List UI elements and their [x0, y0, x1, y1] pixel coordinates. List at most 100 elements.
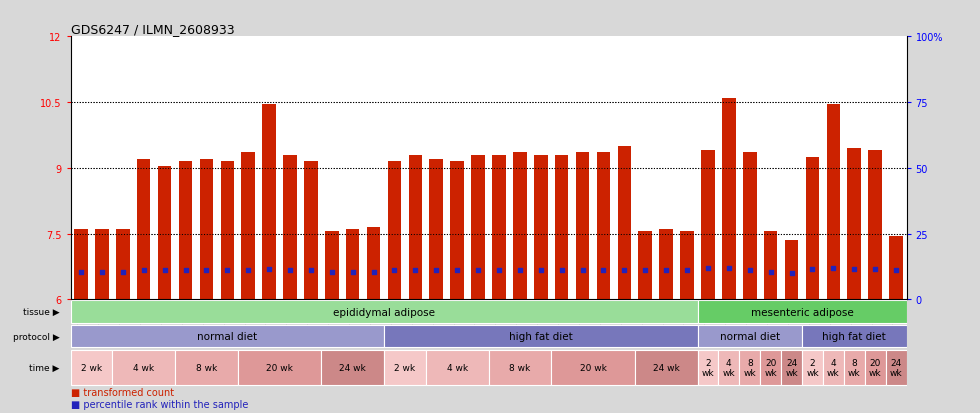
Bar [426, 350, 489, 385]
Point [282, 267, 298, 274]
Bar [534, 155, 548, 299]
Text: mesenteric adipose: mesenteric adipose [751, 307, 854, 317]
Point [408, 267, 423, 274]
Bar [346, 230, 360, 299]
Point [470, 267, 486, 274]
Bar [74, 230, 88, 299]
Point [199, 267, 215, 274]
Bar [367, 228, 380, 299]
Bar [551, 350, 635, 385]
Bar [220, 162, 234, 299]
Bar [886, 350, 907, 385]
Point [847, 266, 862, 273]
Bar [823, 350, 844, 385]
Bar [384, 350, 426, 385]
Text: 4 wk: 4 wk [133, 363, 154, 372]
Text: 4
wk: 4 wk [722, 358, 735, 377]
Point [888, 267, 904, 273]
Bar [826, 105, 840, 299]
Text: 8 wk: 8 wk [196, 363, 217, 372]
Bar [178, 162, 192, 299]
Bar [698, 301, 906, 323]
Point [324, 269, 340, 276]
Text: 2 wk: 2 wk [81, 363, 102, 372]
Point [512, 267, 527, 274]
Point [784, 270, 800, 276]
Text: 8 wk: 8 wk [510, 363, 530, 372]
Bar [781, 350, 802, 385]
Bar [889, 236, 903, 299]
Text: GDS6247 / ILMN_2608933: GDS6247 / ILMN_2608933 [71, 23, 234, 36]
Bar [760, 350, 781, 385]
Bar [639, 232, 652, 299]
Point [659, 267, 674, 273]
Text: 20 wk: 20 wk [267, 363, 293, 372]
Bar [263, 105, 276, 299]
Bar [71, 301, 698, 323]
Bar [241, 153, 255, 299]
Text: ■ percentile rank within the sample: ■ percentile rank within the sample [71, 399, 248, 409]
Text: 20
wk: 20 wk [764, 358, 777, 377]
Bar [555, 155, 568, 299]
Bar [304, 162, 318, 299]
Point [74, 269, 89, 276]
Bar [848, 149, 861, 299]
Text: 24 wk: 24 wk [653, 363, 679, 372]
Bar [137, 159, 151, 299]
Text: 20
wk: 20 wk [869, 358, 881, 377]
Bar [388, 162, 401, 299]
Text: 8
wk: 8 wk [848, 358, 860, 377]
Bar [597, 153, 611, 299]
Bar [95, 230, 109, 299]
Text: tissue ▶: tissue ▶ [24, 307, 60, 316]
Point [867, 266, 883, 273]
Bar [617, 147, 631, 299]
Bar [868, 151, 882, 299]
Bar [844, 350, 864, 385]
Bar [763, 232, 777, 299]
Text: protocol ▶: protocol ▶ [13, 332, 60, 341]
Text: epididymal adipose: epididymal adipose [333, 307, 435, 317]
Text: high fat diet: high fat diet [822, 331, 886, 341]
Text: ■ transformed count: ■ transformed count [71, 387, 173, 397]
Bar [514, 153, 526, 299]
Point [679, 267, 695, 273]
Point [366, 269, 381, 275]
Bar [701, 151, 714, 299]
Point [491, 267, 507, 274]
Bar [471, 155, 485, 299]
Bar [113, 350, 175, 385]
Point [94, 269, 110, 276]
Bar [680, 232, 694, 299]
Point [450, 267, 465, 274]
Bar [283, 155, 297, 299]
Text: normal diet: normal diet [197, 331, 258, 341]
Bar [238, 350, 321, 385]
Bar [488, 350, 551, 385]
Text: 4
wk: 4 wk [827, 358, 840, 377]
Text: 8
wk: 8 wk [744, 358, 757, 377]
Point [303, 267, 318, 274]
Bar [492, 155, 506, 299]
Bar [802, 325, 907, 348]
Point [345, 269, 361, 276]
Text: 24 wk: 24 wk [339, 363, 367, 372]
Bar [325, 232, 338, 299]
Point [428, 267, 444, 274]
Bar [698, 350, 718, 385]
Bar [722, 98, 736, 299]
Point [136, 267, 152, 273]
Text: 2
wk: 2 wk [807, 358, 818, 377]
Text: 24
wk: 24 wk [785, 358, 798, 377]
Bar [785, 240, 799, 299]
Point [805, 266, 820, 273]
Point [240, 267, 256, 274]
Text: 2
wk: 2 wk [702, 358, 714, 377]
Bar [698, 325, 802, 348]
Bar [321, 350, 384, 385]
Bar [384, 325, 698, 348]
Bar [409, 155, 422, 299]
Bar [806, 157, 819, 299]
Bar [864, 350, 886, 385]
Text: 24
wk: 24 wk [890, 358, 903, 377]
